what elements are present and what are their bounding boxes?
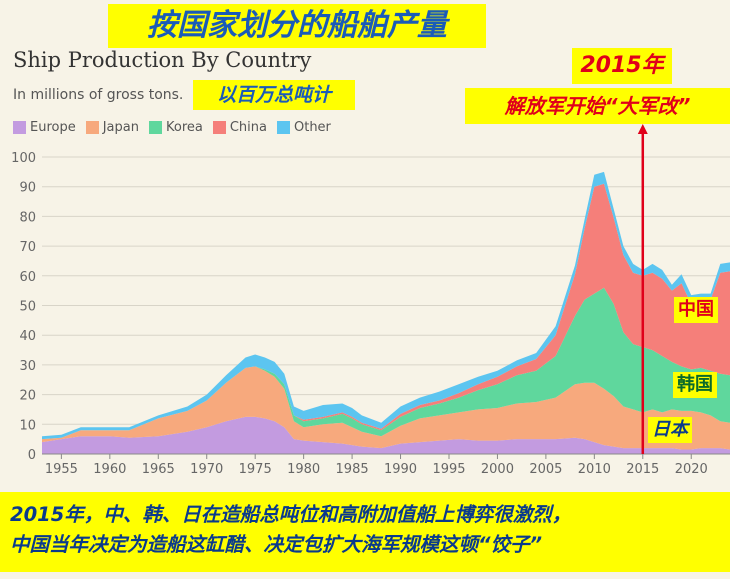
chart-legend: Europe Japan Korea China Other: [13, 120, 331, 135]
year-2015-banner: 2015年: [572, 48, 672, 84]
area-europe: [42, 416, 730, 454]
legend-swatch-china: [212, 121, 226, 134]
chinese-title-banner: 按国家划分的船舶产量: [108, 4, 486, 48]
x-tick-label: 1995: [432, 462, 465, 477]
x-tick-label: 1980: [287, 462, 320, 477]
y-tick-label: 80: [19, 210, 36, 225]
bottom-caption-banner: 2015年，中、韩、日在造船总吨位和高附加值船上博弈很激烈， 中国当年决定为造船…: [0, 492, 730, 572]
area-japan: [42, 366, 730, 450]
legend-swatch-europe: [13, 121, 26, 134]
x-tick-label: 1955: [45, 462, 78, 477]
x-tick-label: 1975: [239, 462, 272, 477]
legend-swatch-japan: [85, 121, 99, 134]
x-tick-label: 1970: [190, 462, 223, 477]
label-korea: 韩国: [673, 372, 717, 398]
legend-label-japan: Japan: [102, 120, 139, 135]
legend-label-china: China: [229, 120, 267, 135]
legend-item-other: Other: [276, 120, 331, 135]
x-tick-label: 2005: [529, 462, 562, 477]
x-tick-label: 1965: [142, 462, 175, 477]
legend-item-japan: Japan: [85, 120, 139, 135]
chinese-units-banner: 以百万总吨计: [193, 80, 355, 110]
area-korea: [42, 287, 730, 440]
legend-item-europe: Europe: [13, 120, 76, 135]
chart-title: Ship Production By Country: [13, 48, 312, 72]
y-axis-ticks: 0 10 20 30 40 50 60 70 80 90 100: [11, 151, 36, 463]
legend-label-other: Other: [293, 120, 331, 135]
label-china: 中国: [674, 297, 718, 323]
y-tick-label: 30: [19, 359, 36, 374]
marker-arrowhead: [637, 124, 648, 134]
legend-label-europe: Europe: [30, 120, 76, 135]
y-tick-label: 50: [19, 300, 36, 315]
y-tick-label: 0: [28, 448, 36, 463]
x-tick-label: 2010: [578, 462, 611, 477]
bottom-caption-line-1: 2015年，中、韩、日在造船总吨位和高附加值船上博弈很激烈，: [10, 503, 572, 526]
chart-subtitle: In millions of gross tons.: [13, 87, 184, 103]
y-tick-label: 60: [19, 270, 36, 285]
x-tick-label: 1985: [336, 462, 369, 477]
x-tick-label: 1960: [93, 462, 126, 477]
legend-item-korea: Korea: [148, 120, 203, 135]
y-tick-label: 20: [19, 389, 36, 404]
y-tick-label: 70: [19, 240, 36, 255]
legend-swatch-korea: [148, 121, 162, 134]
x-tick-label: 2015: [626, 462, 659, 477]
x-tick-label: 1990: [384, 462, 417, 477]
reform-banner: 解放军开始“大军改”: [465, 88, 730, 124]
stacked-areas: [42, 171, 730, 454]
y-tick-label: 40: [19, 329, 36, 344]
legend-label-korea: Korea: [165, 120, 203, 135]
label-japan: 日本: [648, 417, 692, 443]
x-tick-label: 2020: [675, 462, 708, 477]
legend-item-china: China: [212, 120, 267, 135]
y-tick-label: 100: [11, 151, 36, 166]
x-tick-label: 2000: [481, 462, 514, 477]
y-tick-label: 10: [19, 418, 36, 433]
legend-swatch-other: [276, 121, 290, 134]
x-axis-ticks: 1955 1960 1965 1970 1975 1980 1985 1990 1995 2000…: [45, 454, 708, 477]
y-tick-label: 90: [19, 181, 36, 196]
bottom-caption-line-2: 中国当年决定为造船这缸醋、决定包扩大海军规模这顿“饺子”: [10, 533, 543, 556]
